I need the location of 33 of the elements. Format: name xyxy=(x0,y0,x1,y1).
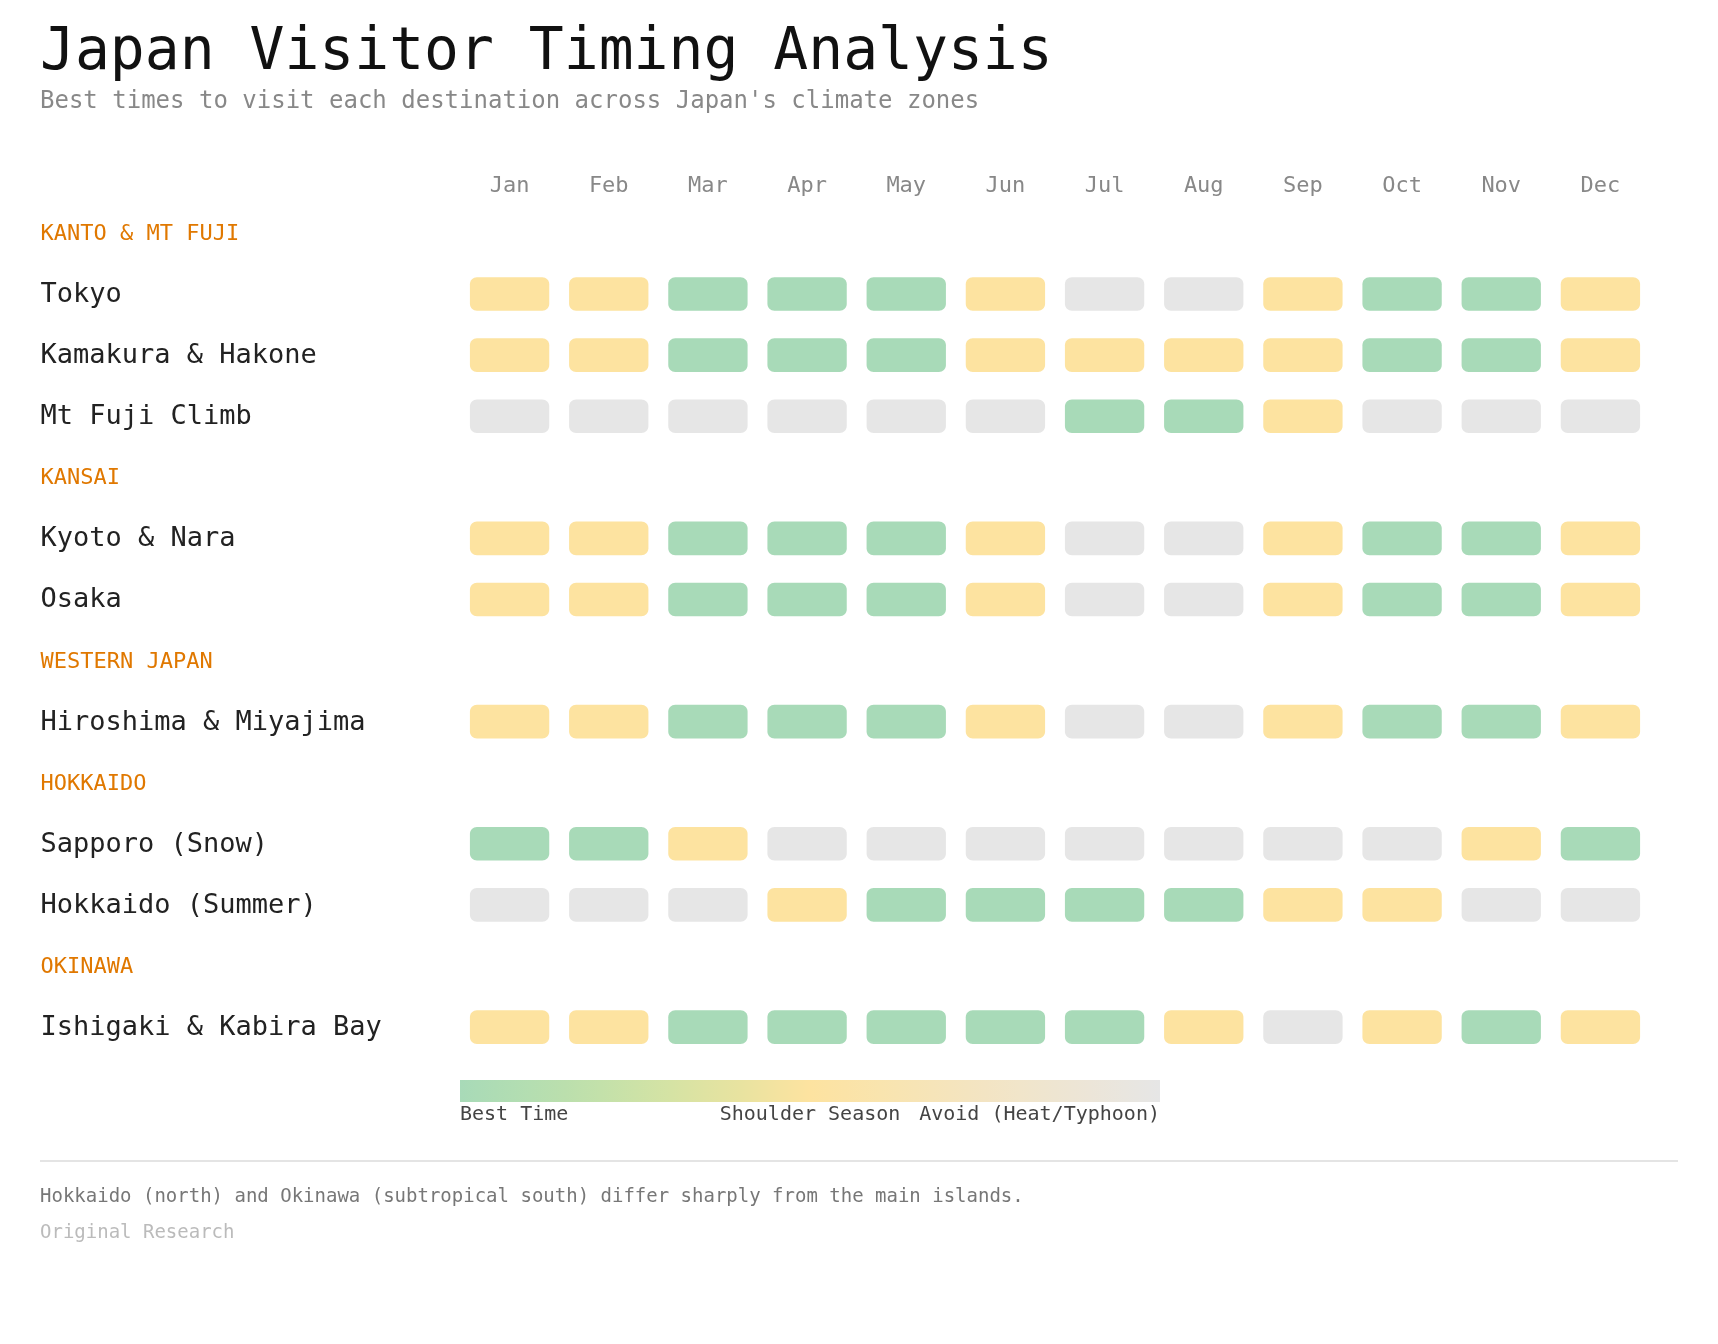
y-tick-label: Sapporo (Snow) xyxy=(40,826,269,858)
color-bar-label: Shoulder Season xyxy=(719,1101,901,1125)
x-tick-label: Mar xyxy=(688,171,728,197)
x-tick-label: May xyxy=(886,171,927,197)
x-tick-label: Jan xyxy=(489,171,530,197)
y-tick-label: KANSAI xyxy=(40,464,120,490)
y-tick-label: WESTERN JAPAN xyxy=(40,647,213,673)
y-tick-label: Ishigaki & Kabira Bay xyxy=(40,1010,382,1042)
y-tick-label: Tokyo xyxy=(40,277,122,308)
x-tick-label: Feb xyxy=(588,171,629,197)
text: Original Research xyxy=(40,1220,236,1242)
y-tick-label: OKINAWA xyxy=(40,953,134,978)
y-tick-label: Kyoto & Nara xyxy=(40,521,236,553)
y-tick-label: Hiroshima & Miyajima xyxy=(40,704,366,736)
x-tick-label: Sep xyxy=(1283,171,1323,197)
chart-title: Japan Visitor Timing Analysis xyxy=(40,15,1053,83)
x-tick-label: Oct xyxy=(1382,171,1422,197)
x-tick-label: Jun xyxy=(985,171,1026,197)
y-tick-label: HOKKAIDO xyxy=(40,769,147,795)
text: Hokkaido (north) and Okinawa (subtropical south) differ sharply from the main islands. xyxy=(40,1160,1678,1206)
y-tick-label: Mt Fuji Climb xyxy=(40,399,252,431)
x-tick-label: Nov xyxy=(1481,171,1522,197)
x-tick-label: Dec xyxy=(1580,171,1621,197)
x-tick-label: Jul xyxy=(1084,171,1125,197)
y-tick-label: KANTO & MT FUJI xyxy=(40,219,240,245)
y-tick-label: Hokkaido (Summer) xyxy=(40,887,317,919)
x-tick-label: Apr xyxy=(787,171,827,197)
y-tick-label: Osaka xyxy=(40,582,122,614)
chart-subtitle: Best times to visit each destination across Japan's climate zones xyxy=(40,86,980,114)
color-bar-label: Avoid (Heat/Typhoon) xyxy=(919,1101,1160,1125)
x-tick-label: Aug xyxy=(1183,171,1224,197)
y-tick-label: Kamakura & Hakone xyxy=(40,338,317,370)
color-bar-label: Best Time xyxy=(460,1101,569,1125)
